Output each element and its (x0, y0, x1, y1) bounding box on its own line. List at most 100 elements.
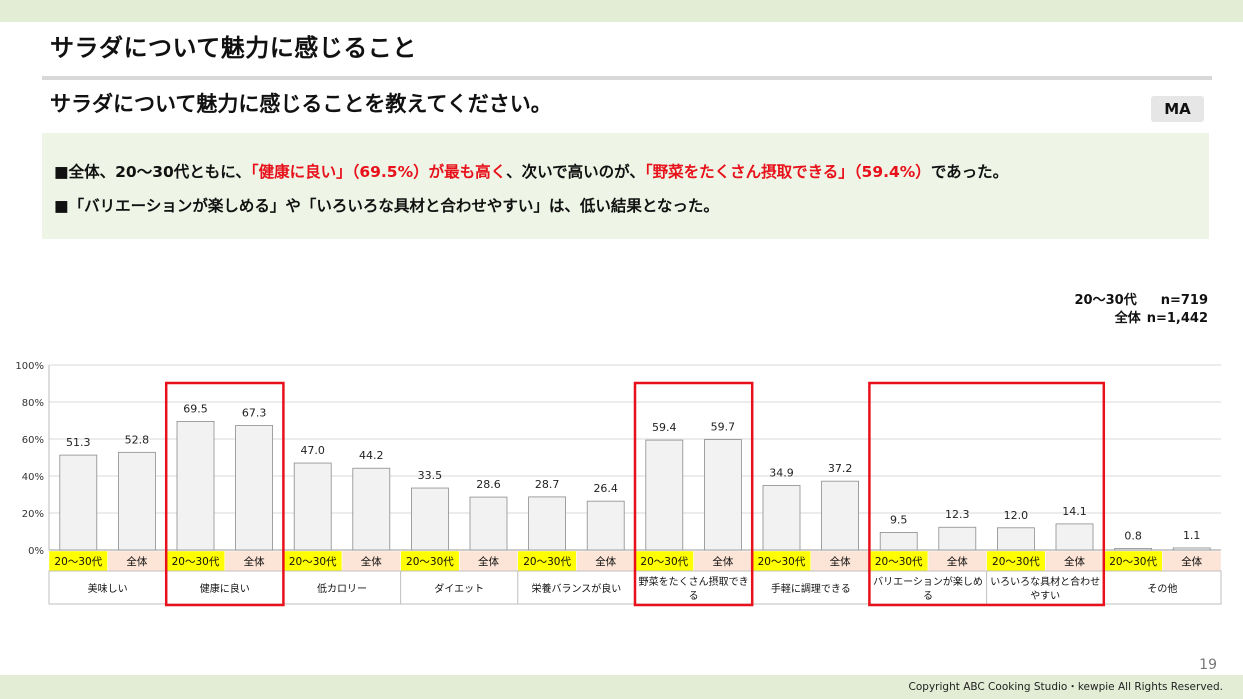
series-label: 全体 (1181, 555, 1203, 568)
summary-segment-4: であった。 (930, 163, 1009, 181)
series-label: 20～30代 (172, 556, 220, 568)
summary-box: ■全体、20～30代ともに、「健康に良い」（69.5%）が最も高く、次いで高いの… (42, 133, 1209, 239)
bar (118, 451, 156, 551)
summary-segment-0: ■全体、20～30代ともに、 (54, 163, 251, 181)
summary-segment-3: 「野菜をたくさん摂取できる」（59.4%） (644, 163, 931, 181)
data-label: 28.7 (535, 478, 560, 491)
category-label: 健康に良い (200, 582, 250, 595)
bar (469, 496, 508, 551)
bar-chart: 0% 20% 40% 60% 80% 100% 51.3 52.8 69.5 67.3 47.0 44… (15, 361, 1222, 607)
data-label: 33.5 (418, 469, 443, 482)
slide-title: サラダについて魅力に感じること (50, 34, 417, 62)
series-label: 20～30代 (54, 556, 102, 568)
series-label: 20～30代 (523, 556, 571, 568)
footer-band (0, 675, 1243, 699)
category-label: 手軽に調理できる (771, 582, 851, 595)
series-label: 全体 (595, 555, 616, 568)
series-label: 全体 (126, 555, 147, 568)
y-tick-label: 80% (22, 398, 44, 409)
copyright-text: Copyright ABC Cooking Studio・kewpie All … (908, 681, 1223, 693)
bar (59, 454, 98, 551)
bar (1114, 548, 1152, 551)
data-label: 34.9 (769, 466, 794, 479)
series-label: 全体 (947, 555, 968, 568)
series-label: 20～30代 (640, 556, 688, 568)
category-label: その他 (1147, 582, 1177, 595)
highlight-box (633, 381, 754, 607)
bar (586, 500, 625, 551)
page-number: 19 (1199, 657, 1217, 673)
series-label: 20～30代 (1109, 556, 1157, 568)
category-label-cont: る (923, 590, 933, 602)
data-label: 59.4 (652, 421, 677, 434)
category-label: 美味しい (88, 582, 128, 595)
data-label: 59.7 (711, 421, 736, 434)
ma-badge: MA (1151, 96, 1204, 122)
series-label: 20～30代 (289, 556, 337, 568)
category-label-cont: る (689, 590, 699, 602)
sample-n-young: n=719 (1160, 293, 1208, 308)
series-label: 全体 (712, 555, 733, 568)
series-label: 全体 (478, 555, 499, 568)
summary-segment-1: 「健康に良い」（69.5%）が最も高く (250, 163, 507, 181)
series-label: 全体 (830, 555, 851, 568)
data-label: 1.1 (1183, 529, 1201, 542)
category-label: 野菜をたくさん摂取でき (639, 575, 749, 588)
data-label: 28.6 (476, 478, 501, 491)
data-label: 14.1 (1062, 505, 1087, 518)
series-label: 全体 (361, 555, 382, 568)
y-tick-label: 60% (22, 435, 44, 446)
category-label: 低カロリー (317, 582, 367, 595)
data-label: 67.3 (242, 406, 267, 419)
bar (762, 485, 801, 551)
data-label: 37.2 (828, 462, 853, 475)
sample-n-all: n=1,442 (1146, 311, 1208, 326)
bar (1055, 523, 1094, 551)
highlight-box (164, 381, 285, 607)
y-tick-label: 100% (15, 361, 44, 372)
sample-size-legend: 20～30代 n=719 全体 n=1,442 (1075, 292, 1208, 328)
question-text: サラダについて魅力に感じることを教えてください。 (50, 92, 552, 116)
bar (997, 527, 1035, 551)
bar (704, 439, 742, 551)
bar (176, 421, 215, 551)
data-label: 9.5 (890, 513, 908, 526)
bar (410, 487, 449, 551)
sample-label-young: 20～30代 (1074, 293, 1137, 308)
series-label: 全体 (244, 555, 265, 568)
y-tick-label: 0% (28, 546, 44, 557)
data-label: 12.3 (945, 508, 970, 521)
data-label: 47.0 (300, 444, 325, 457)
bar (938, 526, 977, 551)
bar (528, 496, 566, 551)
title-divider (42, 76, 1212, 80)
category-label: ダイエット (434, 582, 484, 595)
summary-segment-2: 、次いで高いのが、 (506, 163, 645, 181)
series-label: 20～30代 (875, 556, 923, 568)
bar (235, 425, 274, 551)
summary-line-1: ■全体、20～30代ともに、「健康に良い」（69.5%）が最も高く、次いで高いの… (54, 160, 1008, 182)
series-label: 20～30代 (992, 556, 1040, 568)
data-label: 52.8 (125, 433, 150, 446)
data-label: 0.8 (1124, 530, 1142, 543)
y-tick-label: 20% (22, 509, 44, 520)
category-label: 栄養バランスが良い (531, 582, 621, 595)
category-label-cont: やすい (1030, 590, 1060, 602)
bar (1172, 547, 1211, 551)
series-label: 20～30代 (406, 556, 454, 568)
series-label: 全体 (1064, 555, 1086, 568)
category-label: いろいろな具材と合わせ (990, 575, 1100, 588)
sample-label-all: 全体 (1114, 311, 1141, 326)
series-label: 20～30代 (758, 556, 806, 568)
data-label: 69.5 (183, 402, 208, 415)
top-band (0, 0, 1243, 22)
bar (821, 480, 859, 551)
category-label: バリエーションが楽しめ (873, 575, 983, 588)
data-label: 51.3 (66, 436, 91, 449)
highlight-box (868, 381, 1106, 607)
bar (645, 439, 684, 551)
summary-line-2: ■「バリエーションが楽しめる」や「いろいろな具材と合わせやすい」は、低い結果とな… (54, 197, 719, 215)
bar (293, 462, 332, 551)
data-label: 12.0 (1004, 509, 1029, 522)
y-tick-label: 40% (22, 472, 44, 483)
